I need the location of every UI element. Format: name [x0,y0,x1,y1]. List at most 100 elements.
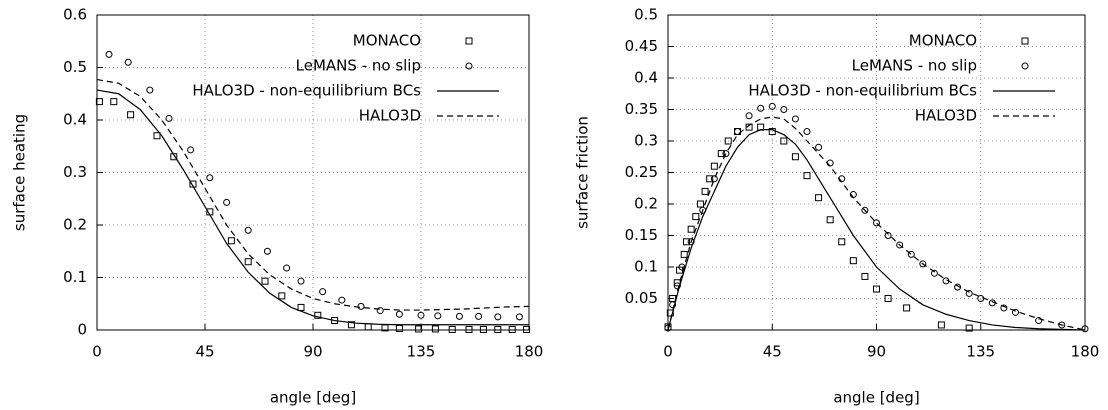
marker [297,277,305,285]
subplot: 0 45 90 135 180 0 0.1 0.2 0.3 0.4 0.5 0.6 angle [deg… [11,6,544,407]
x-tick-label: 180 [515,343,544,361]
marker [791,115,799,123]
marker [448,325,456,333]
x-tick-label: 0 [663,343,673,361]
x-axis-label: angle [deg] [833,389,919,407]
y-tick-label: 0.3 [63,163,87,181]
marker [146,86,154,94]
marker [494,313,502,321]
y-tick-label: 0.3 [634,132,658,150]
marker [165,114,173,122]
marker [664,324,672,332]
marker [687,225,695,233]
marker [357,302,365,310]
marker [666,309,674,317]
marker [494,325,502,333]
y-tick-label: 0.6 [63,6,87,24]
x-tick-label: 135 [407,343,436,361]
marker [791,153,799,161]
marker [297,303,305,311]
y-tick-label: 0.2 [63,216,87,234]
y-tick-label: 0.1 [634,258,658,276]
marker [873,285,880,293]
marker [884,295,892,302]
marker [717,150,725,158]
marker [861,272,869,280]
marker [1021,62,1029,70]
marker [319,288,327,296]
marker [1000,304,1008,312]
legend-label: MONACO [909,32,977,50]
marker [227,237,235,245]
marker [465,62,473,70]
legend-label: LeMANS - no slip [296,57,421,75]
marker [706,175,714,183]
marker [455,312,463,320]
series-line [96,78,530,311]
marker [244,258,252,266]
marker [680,250,688,258]
marker [110,98,118,106]
marker [475,312,483,320]
y-tick-label: 0.1 [63,268,87,286]
marker [710,175,718,183]
marker [465,37,473,45]
marker [692,213,700,221]
series-line [667,129,1086,331]
x-tick-label: 180 [1071,343,1100,361]
marker [515,313,523,321]
marker [244,226,252,234]
marker [263,247,271,255]
x-tick-label: 45 [763,343,782,361]
marker [127,111,135,119]
y-tick-label: 0 [77,321,87,339]
x-tick-label: 90 [867,343,886,361]
marker [283,264,291,272]
y-tick-label: 0.15 [625,226,658,244]
marker [669,301,677,309]
marker [803,128,811,136]
marker [187,146,195,154]
x-tick-label: 0 [92,343,102,361]
marker [395,310,403,318]
marker [508,325,516,333]
marker [347,321,355,329]
marker [965,289,973,297]
y-tick-label: 0.5 [63,58,87,76]
marker [849,257,857,265]
marker [479,325,487,333]
marker [701,187,709,195]
marker [431,325,439,333]
x-axis-label: angle [deg] [270,389,356,407]
marker [261,277,269,285]
marker [687,238,695,246]
y-axis-label: surface heating [11,114,29,231]
y-tick-label: 0.25 [625,163,658,181]
marker [710,162,718,170]
y-tick-label: 0.35 [625,100,658,118]
marker [278,292,286,300]
marker [523,325,531,333]
marker [722,150,730,158]
marker [415,325,423,333]
legend-label: LeMANS - no slip [852,57,977,75]
marker [417,311,425,319]
marker [768,102,776,110]
marker [780,106,788,113]
y-tick-label: 0.45 [625,37,658,55]
marker [124,58,132,66]
marker [696,200,704,208]
x-tick-label: 45 [195,343,214,361]
marker [364,323,372,331]
marker [1021,37,1029,45]
y-tick-label: 0.4 [634,69,658,87]
marker [826,216,834,224]
marker [153,132,161,140]
marker [937,321,945,329]
marker [673,282,681,290]
marker [815,143,823,151]
marker [1035,317,1043,325]
y-tick-label: 0.4 [63,111,87,129]
marker [95,98,103,106]
marker [861,206,869,214]
